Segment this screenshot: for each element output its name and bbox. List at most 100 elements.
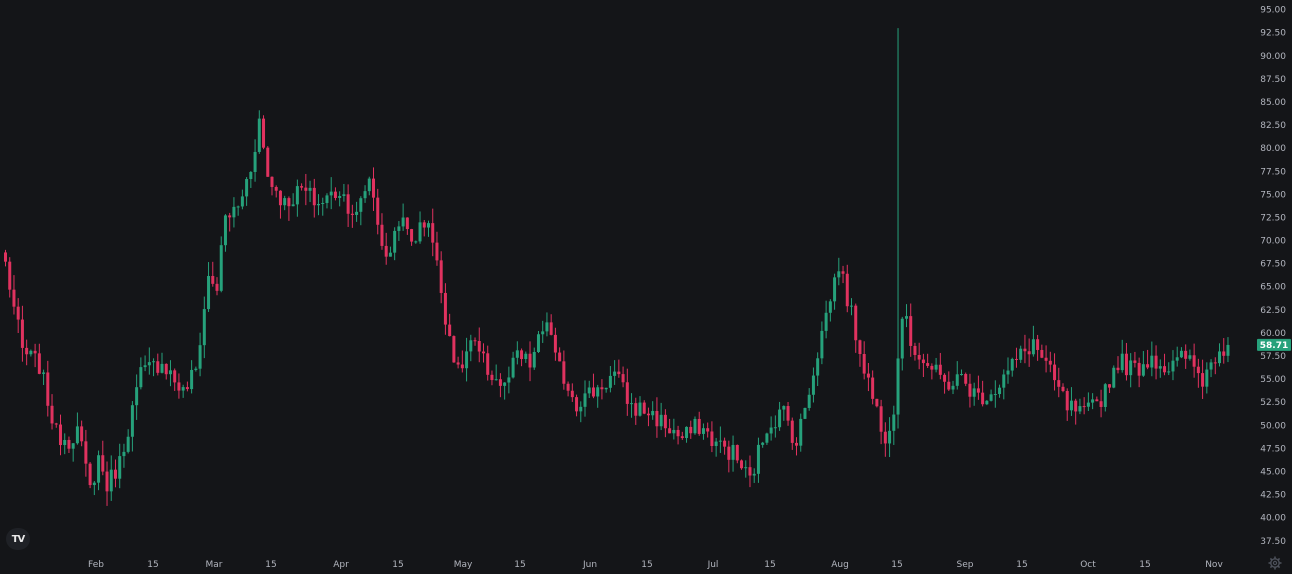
candle-down: [498, 379, 502, 386]
candle-up: [685, 426, 689, 439]
candle-up: [181, 387, 185, 391]
candle-up: [752, 473, 756, 476]
candle-up: [587, 387, 591, 394]
candle-up: [904, 316, 908, 319]
candle-down: [164, 363, 168, 375]
price-tick-label: 40.00: [1260, 514, 1286, 524]
candle-down: [854, 305, 858, 341]
candle-up: [397, 226, 401, 231]
price-tick-label: 90.00: [1260, 52, 1286, 62]
candle-up: [1218, 351, 1222, 364]
candle-up: [29, 350, 33, 355]
candle-up: [152, 361, 156, 363]
price-tick-label: 47.50: [1260, 444, 1286, 454]
candle-down: [477, 340, 481, 352]
candle-up: [469, 340, 473, 352]
candle-up: [811, 375, 815, 395]
price-tick-label: 67.50: [1260, 260, 1286, 270]
time-tick-label: Jul: [707, 560, 719, 570]
candle-up: [1002, 374, 1006, 388]
time-tick-label: 15: [1139, 560, 1150, 570]
candle-down: [841, 271, 845, 274]
candle-down: [786, 406, 790, 421]
candle-down: [790, 420, 794, 443]
candle-up: [295, 186, 299, 205]
candle-up: [608, 375, 612, 388]
candle-up: [778, 409, 782, 428]
candle-down: [549, 322, 553, 335]
price-tick-label: 82.50: [1260, 121, 1286, 131]
candle-down: [1040, 349, 1044, 358]
candle-down: [1099, 401, 1103, 407]
candle-up: [604, 387, 608, 390]
candle-up: [109, 469, 113, 492]
candle-up: [807, 394, 811, 408]
candle-down: [981, 392, 985, 405]
price-tick-label: 77.50: [1260, 167, 1286, 177]
candle-down: [1065, 391, 1069, 411]
candle-down: [883, 431, 887, 444]
candle-down: [591, 387, 595, 397]
time-tick-label: 15: [764, 560, 775, 570]
gear-icon[interactable]: [1268, 556, 1282, 570]
candle-up: [541, 331, 545, 335]
candle-down: [689, 426, 693, 434]
candle-down: [54, 423, 58, 425]
candle-up: [888, 430, 892, 444]
candle-down: [520, 350, 524, 360]
candle-up: [418, 222, 422, 242]
time-tick-label: Apr: [333, 560, 349, 570]
candle-down: [625, 382, 629, 404]
candle-down: [333, 191, 337, 198]
candle-up: [325, 195, 329, 203]
candle-up: [75, 426, 79, 444]
candle-down: [1014, 358, 1018, 360]
candle-down: [405, 217, 409, 230]
candle-down: [473, 340, 477, 342]
candle-up: [761, 442, 765, 445]
candle-down: [422, 222, 426, 228]
candle-up: [42, 372, 46, 374]
candle-up: [503, 382, 507, 386]
candle-down: [58, 424, 62, 446]
candle-down: [909, 316, 913, 346]
candle-up: [1091, 399, 1095, 403]
time-tick-label: Feb: [88, 560, 104, 570]
candle-down: [1082, 406, 1086, 408]
candle-down: [1163, 366, 1167, 373]
candle-down: [875, 398, 879, 407]
candle-up: [393, 230, 397, 253]
candle-down: [460, 364, 464, 369]
candle-up: [892, 414, 896, 431]
candle-down: [913, 345, 917, 355]
tradingview-logo-icon[interactable]: TV: [6, 528, 30, 550]
time-tick-label: 15: [891, 560, 902, 570]
candle-down: [456, 362, 460, 365]
candle-down: [312, 187, 316, 206]
candle-up: [803, 407, 807, 419]
time-axis[interactable]: Feb 15 Mar 15 Apr 15 May 15 Jun 15 Jul 15 Aug 15 Sep 15…: [88, 560, 1223, 570]
candle-up: [744, 467, 748, 469]
candle-up: [92, 482, 96, 486]
price-tick-label: 45.00: [1260, 467, 1286, 477]
candle-up: [257, 118, 261, 152]
candle-up: [198, 345, 202, 369]
candle-down: [676, 429, 680, 437]
price-axis[interactable]: 95.00 92.50 90.00 87.50 85.00 82.50 80.00 77.50…: [1260, 6, 1286, 547]
candle-up: [524, 353, 528, 360]
candle-up: [414, 241, 418, 243]
candle-up: [596, 387, 600, 397]
candle-down: [380, 224, 384, 246]
candle-up: [630, 403, 634, 405]
candle-down: [1184, 350, 1188, 359]
candle-down: [646, 413, 650, 416]
candle-down: [46, 372, 50, 406]
candle-down: [350, 213, 354, 215]
candle-down: [4, 252, 7, 262]
candle-up: [118, 456, 122, 479]
candle-down: [37, 353, 41, 374]
candle-up: [194, 368, 198, 370]
candle-up: [359, 198, 363, 212]
candle-down: [156, 361, 160, 373]
